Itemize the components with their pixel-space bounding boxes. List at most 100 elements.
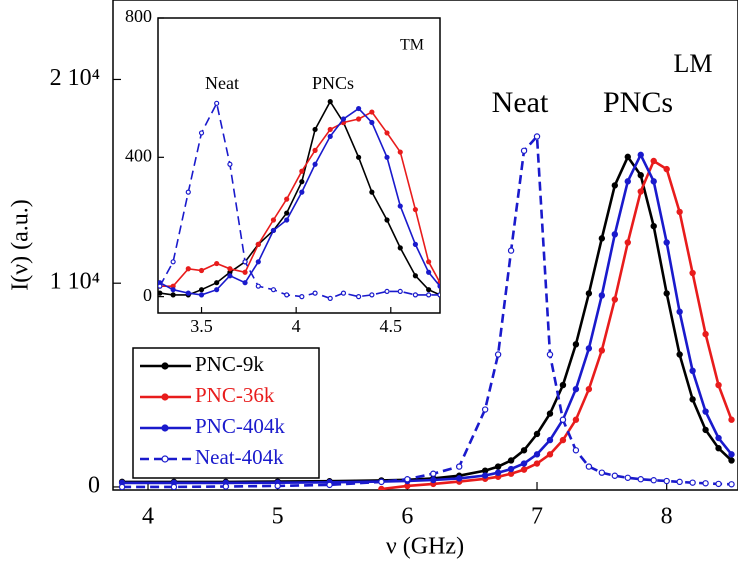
data-point	[198, 287, 205, 293]
data-point	[624, 178, 631, 185]
data-point	[378, 485, 385, 490]
data-point	[242, 269, 248, 275]
data-point	[437, 283, 440, 289]
data-point	[689, 479, 696, 486]
data-point	[312, 161, 318, 167]
data-point	[481, 472, 489, 479]
data-point	[185, 189, 191, 195]
data-point	[676, 308, 683, 315]
data-point	[270, 227, 277, 234]
data-point	[585, 385, 593, 393]
annotation: Neat	[492, 86, 549, 119]
y-tick-label: 400	[125, 145, 152, 165]
data-point	[284, 292, 290, 298]
data-point	[426, 292, 432, 298]
plot-area	[157, 17, 441, 314]
data-point	[198, 267, 205, 274]
data-point	[227, 266, 233, 272]
y-tick-label: 0	[88, 472, 100, 498]
data-point	[299, 168, 305, 174]
data-point	[430, 476, 437, 484]
data-point	[384, 288, 390, 295]
data-point	[676, 478, 683, 486]
data-point	[728, 481, 735, 488]
data-point	[650, 477, 657, 484]
legend-marker	[161, 424, 169, 432]
data-point	[650, 157, 657, 165]
y-tick-label: 1 10⁴	[50, 269, 100, 295]
data-point	[676, 208, 683, 216]
y-axis-label: I(ν) (a.u.)	[8, 199, 34, 290]
data-point	[242, 259, 248, 265]
data-point	[312, 126, 318, 133]
data-point	[356, 116, 362, 122]
data-point	[546, 410, 554, 417]
x-tick-label: 5	[272, 504, 284, 530]
annotation: TM	[400, 37, 424, 54]
data-point	[340, 116, 347, 122]
annotation: LM	[674, 49, 713, 78]
data-point	[270, 217, 277, 223]
legend-label: PNC-9k	[195, 352, 264, 376]
data-point	[546, 436, 554, 444]
series-line	[381, 159, 733, 490]
data-point	[663, 165, 670, 173]
data-point	[170, 483, 178, 490]
data-point	[624, 153, 631, 161]
data-point	[546, 351, 554, 358]
data-point	[437, 292, 440, 298]
x-tick-label: 8	[661, 504, 673, 530]
data-point	[327, 126, 333, 133]
data-point	[242, 280, 248, 286]
data-point	[412, 292, 418, 298]
data-point	[397, 203, 403, 209]
data-point	[170, 292, 176, 298]
legend-marker	[161, 455, 169, 463]
data-point	[198, 130, 205, 136]
data-point	[299, 179, 305, 185]
data-point	[559, 381, 567, 389]
data-point	[663, 477, 670, 485]
data-point	[728, 451, 735, 458]
annotation: Neat	[205, 73, 239, 93]
series-group	[158, 98, 440, 301]
legend-marker	[161, 362, 169, 370]
data-point	[170, 259, 176, 265]
data-point	[299, 189, 305, 195]
data-point	[507, 247, 515, 254]
x-tick-label: 3.5	[190, 316, 213, 336]
data-point	[404, 476, 411, 483]
data-point	[412, 206, 418, 213]
data-point	[397, 288, 403, 295]
data-point	[118, 483, 126, 490]
data-point	[533, 460, 541, 467]
data-point	[397, 245, 403, 251]
data-point	[426, 287, 432, 293]
data-point	[214, 280, 220, 286]
data-point	[611, 182, 619, 189]
data-point	[158, 290, 163, 296]
x-tick-label: 4.5	[380, 316, 403, 336]
y-tick-label: 2 10⁴	[50, 65, 100, 91]
data-point	[356, 294, 362, 300]
data-point	[663, 239, 670, 246]
data-point	[384, 130, 390, 136]
data-point	[702, 330, 709, 338]
data-point	[326, 481, 333, 489]
data-point	[624, 474, 631, 481]
x-tick-label: 7	[531, 504, 543, 530]
legend-label: Neat-404k	[195, 445, 284, 469]
data-point	[456, 463, 463, 470]
data-point	[494, 351, 502, 358]
data-point	[412, 273, 418, 279]
data-point	[689, 396, 696, 403]
data-point	[384, 154, 390, 160]
data-point	[255, 241, 261, 247]
data-point	[520, 447, 528, 454]
data-point	[585, 290, 593, 297]
data-point	[312, 290, 318, 296]
x-axis-label: ν (GHz)	[386, 534, 464, 560]
data-point	[689, 269, 696, 277]
data-point	[185, 266, 191, 272]
